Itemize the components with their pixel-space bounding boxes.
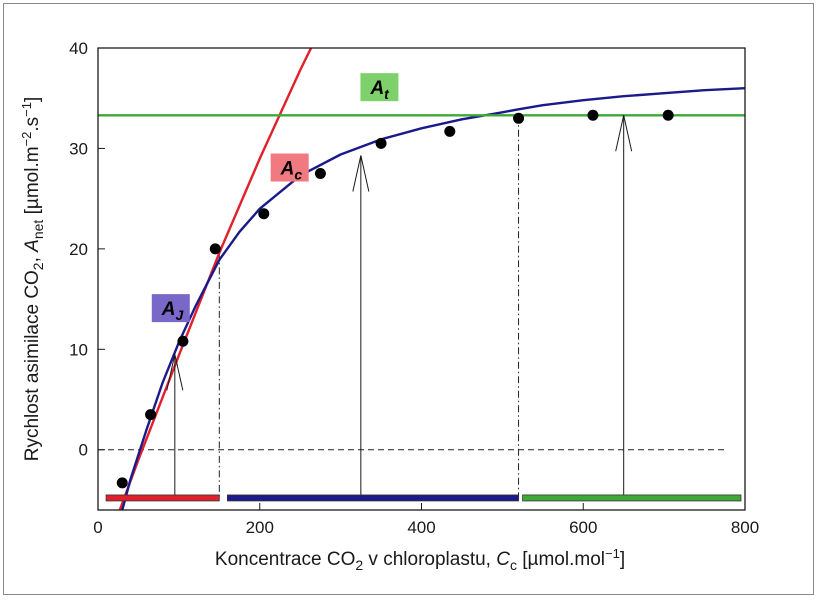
plot-frame — [97, 47, 746, 511]
x-tick-label: 0 — [93, 518, 102, 537]
limitation-bar — [226, 494, 519, 502]
y-tick-label: 10 — [69, 340, 88, 359]
series-label-text: Ac — [280, 159, 303, 183]
data-point — [513, 112, 525, 124]
x-tick-label: 400 — [407, 518, 435, 537]
arrow-head — [352, 155, 370, 192]
limitation-bar — [105, 494, 220, 502]
x-axis-label: Koncentrace CO2 v chloroplastu, Cc [µmol… — [215, 546, 625, 573]
y-tick-label: 30 — [69, 139, 88, 158]
curves — [98, 48, 745, 510]
series-line-A_c — [118, 48, 313, 510]
data-point — [145, 409, 157, 421]
series-label-box — [360, 73, 399, 102]
data-point — [209, 243, 221, 255]
data-point — [177, 335, 189, 347]
arrow-head — [615, 115, 633, 152]
x-tick-label: 200 — [246, 518, 274, 537]
data-point — [444, 125, 456, 137]
arrow-head — [166, 354, 184, 391]
series-label-A_c: Ac — [270, 153, 309, 183]
y-tick-label: 0 — [79, 441, 88, 460]
x-tick-label: 800 — [731, 518, 759, 537]
data-point — [116, 477, 128, 489]
limitation-bar — [522, 494, 742, 502]
series-label-box — [270, 153, 309, 182]
x-tick-labels: 0 200 400 600 800 — [93, 503, 759, 537]
y-tick-label: 20 — [69, 240, 88, 259]
series-label-A_J: AJ — [151, 294, 190, 323]
data-point — [375, 137, 387, 149]
series-label-text: AJ — [161, 299, 185, 323]
y-tick-labels: 0 10 20 30 40 — [69, 39, 105, 460]
series-label-A_t: At — [360, 73, 399, 102]
series-label-text: At — [369, 78, 390, 102]
plot-area: Ac AJ At — [97, 47, 746, 511]
data-point — [587, 109, 599, 121]
y-axis-label: Rychlost asimilace CO2, Anet [µmol.m−2.s… — [19, 97, 46, 462]
series-line-A_J — [121, 87, 745, 510]
data-point — [314, 168, 326, 180]
data-point — [662, 109, 674, 121]
series-label-box — [151, 294, 190, 323]
figure-frame — [3, 3, 814, 595]
data-point — [258, 208, 270, 220]
y-tick-label: 40 — [69, 39, 88, 58]
x-tick-label: 600 — [569, 518, 597, 537]
